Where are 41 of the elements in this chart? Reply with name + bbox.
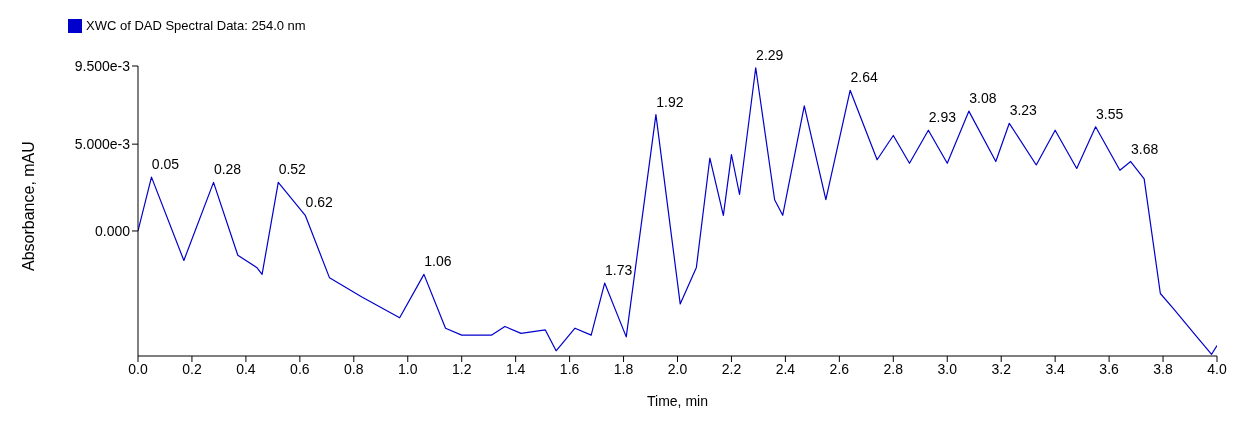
x-tick-label: 1.8 xyxy=(613,360,634,377)
legend-label: XWC of DAD Spectral Data: 254.0 nm xyxy=(86,18,306,33)
x-tick-label: 2.2 xyxy=(721,360,742,377)
x-tick-label: 1.4 xyxy=(505,360,526,377)
annotation: 2.93 xyxy=(928,109,957,126)
x-tick-label: 2.4 xyxy=(775,360,796,377)
x-tick-label: 2.6 xyxy=(829,360,850,377)
x-tick-label: 3.0 xyxy=(937,360,958,377)
annotation: 1.06 xyxy=(424,253,452,270)
x-tick-label: 3.6 xyxy=(1099,360,1120,377)
x-tick-label: 0.4 xyxy=(236,360,256,377)
y-axis-title: Absorbance, mAU xyxy=(19,141,37,271)
x-tick-label: 0.8 xyxy=(344,360,364,377)
x-tick-label: 1.6 xyxy=(559,360,580,377)
x-tick-label: 4.0 xyxy=(1207,360,1227,377)
annotation: 2.64 xyxy=(850,69,878,86)
x-axis-title: Time, min xyxy=(647,393,708,409)
x-tick-label: 1.0 xyxy=(398,360,418,377)
y-tick-label: 0.000 xyxy=(94,222,131,239)
x-tick-label: 0.0 xyxy=(128,360,148,377)
x-tick-label: 3.2 xyxy=(991,360,1012,377)
annotation: 0.28 xyxy=(213,161,242,178)
x-tick-label: 2.0 xyxy=(667,360,688,377)
annotation: 0.52 xyxy=(278,161,307,178)
x-tick-label: 3.4 xyxy=(1045,360,1066,377)
annotation: 1.92 xyxy=(656,93,684,110)
annotation: 0.62 xyxy=(305,194,334,211)
annotation: 0.05 xyxy=(151,156,180,173)
x-tick-label: 2.8 xyxy=(883,360,904,377)
x-tick-label: 0.6 xyxy=(290,360,310,377)
x-tick-label: 3.8 xyxy=(1153,360,1173,377)
annotation: 1.73 xyxy=(605,262,633,279)
annotation: 3.68 xyxy=(1131,140,1159,157)
x-tick-label: 0.2 xyxy=(182,360,202,377)
annotation: 2.29 xyxy=(756,46,784,63)
y-tick-label: 9.500e-3 xyxy=(74,57,131,74)
annotation: 3.55 xyxy=(1095,105,1124,122)
y-tick-label: 5.000e-3 xyxy=(74,136,131,153)
annotation: 3.23 xyxy=(1009,102,1038,119)
x-tick-label: 1.2 xyxy=(451,360,472,377)
annotation: 3.08 xyxy=(969,90,997,107)
